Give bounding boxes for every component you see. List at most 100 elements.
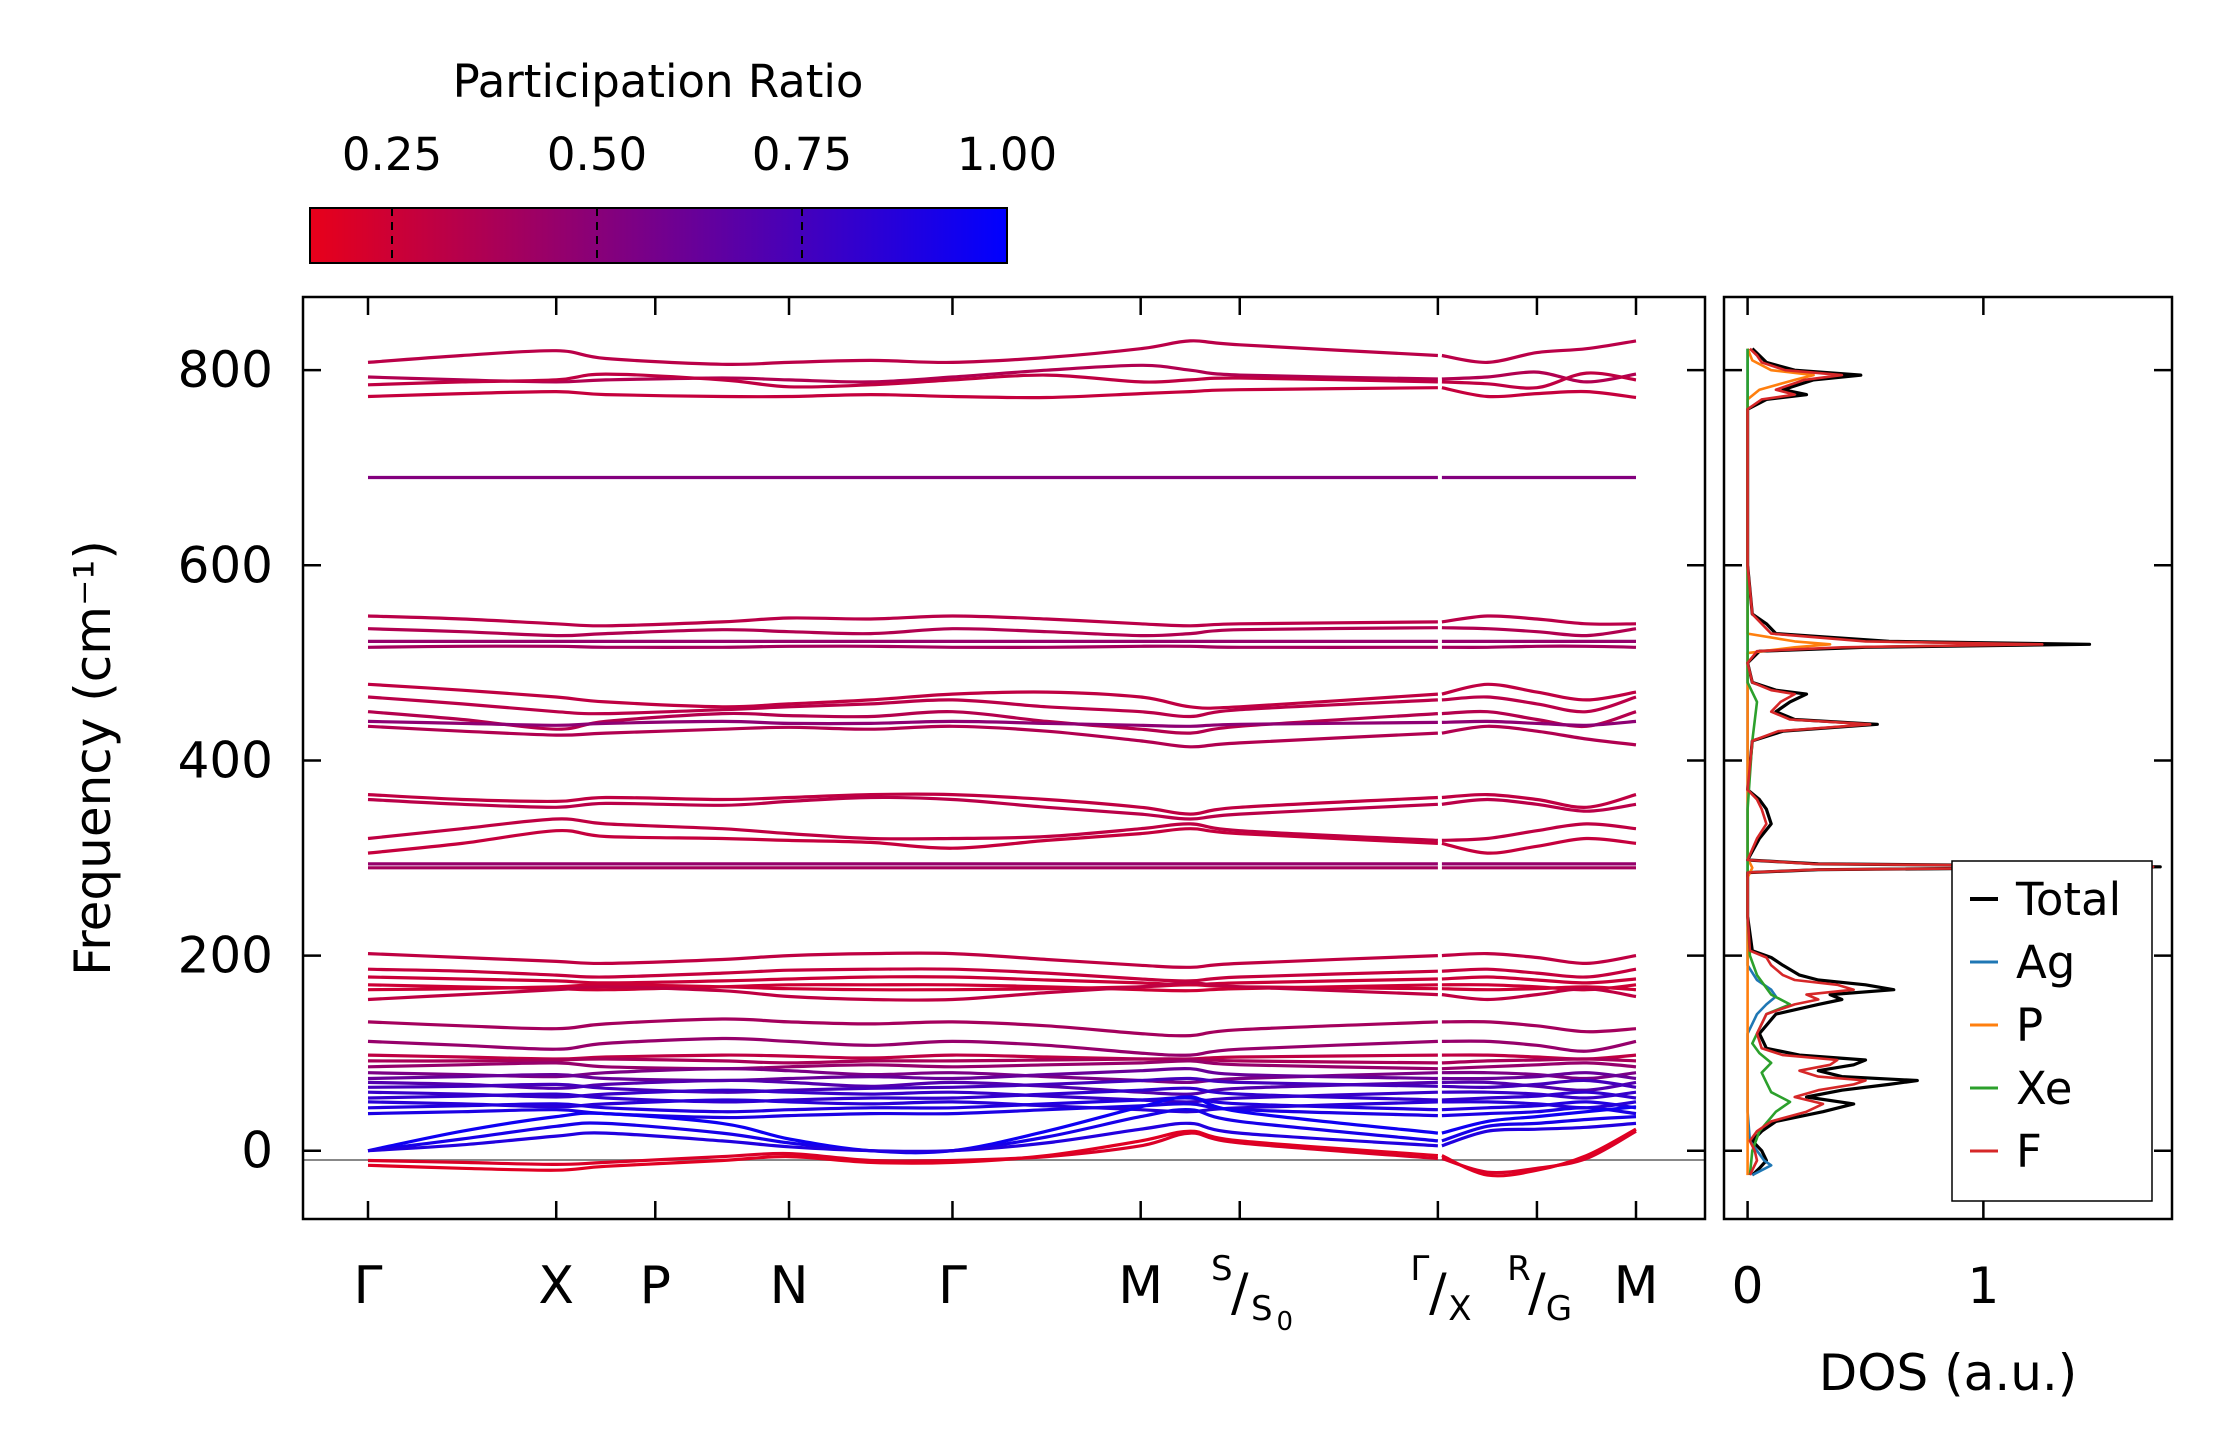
band-lines bbox=[367, 339, 1637, 1178]
colorbar-tick-label: 1.00 bbox=[957, 128, 1057, 181]
phonon-band bbox=[367, 719, 1438, 728]
phonon-band bbox=[367, 1102, 1438, 1120]
hs-label-bottom: X bbox=[1448, 1289, 1471, 1329]
phonon-band bbox=[367, 1066, 1438, 1083]
hs-label-composite: S/S 0 bbox=[1211, 1249, 1293, 1337]
phonon-band bbox=[1441, 1100, 1637, 1110]
y-tick-label: 600 bbox=[178, 536, 273, 594]
phonon-band bbox=[1441, 1070, 1637, 1081]
phonon-band bbox=[1441, 1071, 1637, 1081]
hs-label-top: Γ bbox=[1410, 1249, 1429, 1289]
phonon-band bbox=[1441, 1090, 1637, 1102]
phonon-band bbox=[1441, 386, 1637, 400]
phonon-band bbox=[367, 644, 1438, 649]
colorbar-tick-label: 0.75 bbox=[752, 128, 852, 181]
legend-label: Ag bbox=[2016, 936, 2075, 989]
band-axes-frame bbox=[301, 295, 1707, 1221]
phonon-band bbox=[1441, 951, 1637, 966]
phonon-band bbox=[367, 339, 1438, 367]
hs-label-bottom: S bbox=[1251, 1289, 1273, 1329]
legend-label: P bbox=[2016, 999, 2043, 1052]
hs-label-composite: R/G bbox=[1507, 1249, 1572, 1329]
colorbar-tick-label: 0.50 bbox=[547, 128, 647, 181]
phonon-band bbox=[367, 695, 1438, 719]
hs-label-composite: Γ / X bbox=[1410, 1249, 1471, 1329]
phonon-band bbox=[1441, 1020, 1637, 1034]
phonon-band bbox=[367, 682, 1439, 710]
dos-curve-f bbox=[1746, 347, 2155, 1176]
phonon-band bbox=[1441, 339, 1637, 365]
hs-label-top: S bbox=[1211, 1249, 1233, 1289]
y-axis-title-text: Frequency (cm⁻¹) bbox=[64, 540, 122, 976]
phonon-band bbox=[1441, 719, 1637, 727]
band-x-ticks: Γ X P N Γ M S/S 0Γ / XR/G M bbox=[354, 297, 1658, 1337]
dos-x-axis-title: DOS (a.u.) bbox=[1819, 1344, 2078, 1402]
y-tick-label: 0 bbox=[241, 1122, 273, 1180]
colorbar-tick-label: 0.25 bbox=[342, 128, 442, 181]
phonon-band bbox=[1441, 1115, 1637, 1143]
hs-label: Γ bbox=[354, 1256, 383, 1316]
phonon-band bbox=[1441, 792, 1637, 809]
legend-frame bbox=[1951, 860, 2153, 1202]
phonon-band bbox=[1441, 1039, 1637, 1053]
phonon-band bbox=[367, 983, 1438, 992]
phonon-band bbox=[367, 626, 1438, 638]
phonon-band bbox=[367, 1076, 1438, 1094]
phonon-band bbox=[1441, 1127, 1637, 1178]
phonon-band bbox=[1441, 822, 1637, 842]
phonon-band bbox=[1441, 975, 1637, 985]
phonon-band bbox=[367, 1017, 1438, 1038]
phonon-band bbox=[1441, 626, 1637, 638]
phonon-band bbox=[367, 1059, 1438, 1071]
phonon-band bbox=[1441, 1121, 1637, 1148]
phonon-band bbox=[367, 1036, 1438, 1057]
hs-label-top: R bbox=[1507, 1249, 1531, 1289]
phonon-band bbox=[367, 967, 1438, 983]
y-axis-title: Frequency (cm⁻¹) bbox=[64, 540, 122, 976]
phonon-band bbox=[1441, 1057, 1637, 1065]
phonon-band bbox=[1441, 614, 1637, 626]
dos-x-tick-label: 1 bbox=[1967, 1257, 1999, 1315]
dos-lines bbox=[1746, 347, 2162, 1177]
phonon-band bbox=[1441, 1090, 1637, 1100]
phonon-band bbox=[367, 363, 1438, 384]
phonon-band bbox=[1441, 985, 1637, 992]
hs-label-slash: / bbox=[1528, 1263, 1546, 1323]
colorbar-ticks: 0.25 0.50 0.75 1.00 bbox=[342, 128, 1057, 263]
phonon-band bbox=[1441, 370, 1637, 384]
phonon-band bbox=[367, 795, 1438, 821]
phonon-band bbox=[367, 1067, 1438, 1085]
phonon-band bbox=[367, 614, 1438, 628]
phonon-band bbox=[1441, 724, 1637, 747]
hs-label-slash: / bbox=[1429, 1263, 1447, 1323]
phonon-band bbox=[1441, 1080, 1637, 1092]
dos-y-ticks bbox=[1724, 368, 2172, 1152]
phonon-band bbox=[1441, 371, 1637, 390]
phonon-band bbox=[367, 1053, 1438, 1061]
phonon-band bbox=[1441, 1129, 1637, 1175]
phonon-band bbox=[1441, 836, 1637, 855]
hs-label: N bbox=[770, 1256, 809, 1316]
phonon-band bbox=[367, 1057, 1438, 1065]
phonon-band bbox=[367, 951, 1438, 969]
phonon-band bbox=[367, 386, 1438, 400]
phonon-band bbox=[1441, 682, 1637, 702]
hs-label: P bbox=[640, 1256, 671, 1316]
phonon-band bbox=[367, 1086, 1438, 1104]
colorbar: Participation Ratio 0.25 0.50 0.75 1.00 bbox=[309, 55, 1057, 264]
phonon-band bbox=[1441, 1100, 1637, 1112]
y-tick-label: 800 bbox=[178, 341, 273, 399]
phonon-band bbox=[1441, 1105, 1637, 1135]
phonon-band bbox=[367, 792, 1438, 816]
phonon-band bbox=[1441, 1061, 1637, 1071]
phonon-band bbox=[367, 1121, 1439, 1154]
phonon-band bbox=[367, 709, 1439, 735]
colorbar-gradient bbox=[309, 207, 1008, 264]
legend-label: Xe bbox=[2016, 1062, 2073, 1115]
hs-label: M bbox=[1118, 1256, 1163, 1316]
dos-x-tick-label: 0 bbox=[1732, 1257, 1764, 1315]
phonon-band bbox=[1441, 695, 1637, 714]
